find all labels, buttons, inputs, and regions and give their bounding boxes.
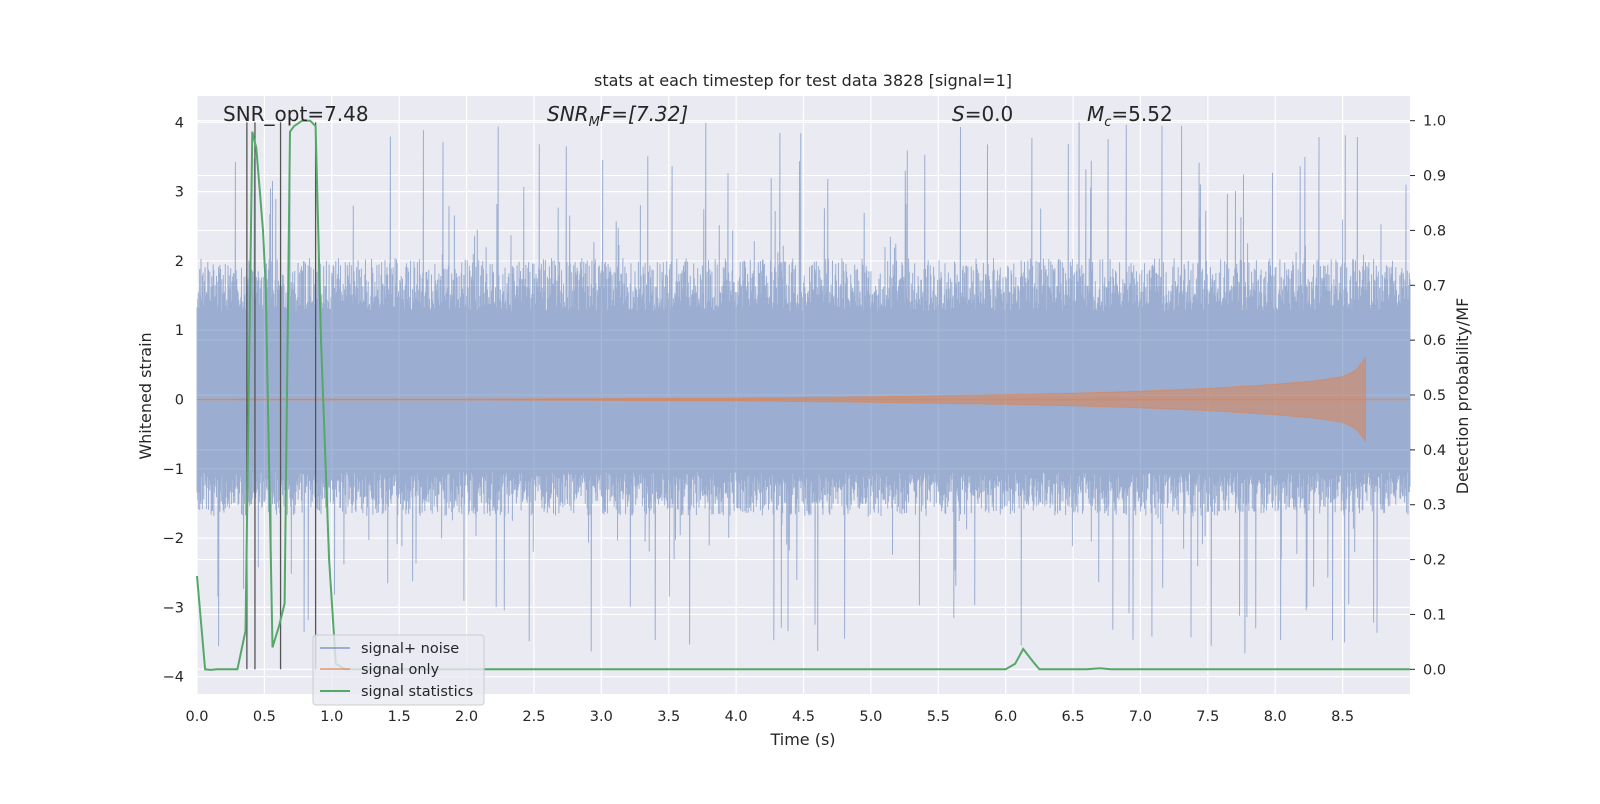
snr-opt-annotation: SNR_opt=7.48 bbox=[223, 102, 369, 126]
x-tick-label: 6.5 bbox=[1062, 709, 1085, 725]
x-axis-label: Time (s) bbox=[769, 730, 835, 749]
snr-mf-sub: M bbox=[589, 115, 600, 130]
y-right-tick-label: 0.7 bbox=[1423, 278, 1446, 294]
mc-var: M bbox=[1087, 102, 1104, 126]
x-tick-label: 2.0 bbox=[455, 709, 478, 725]
y-right-tick-label: 1.0 bbox=[1423, 114, 1446, 130]
chart-title: stats at each timestep for test data 382… bbox=[594, 71, 1012, 90]
y-left-tick-label: 2 bbox=[175, 254, 184, 270]
signal-noise-series bbox=[196, 122, 1411, 654]
x-tick-label: 3.5 bbox=[657, 709, 680, 725]
y-left-tick-label: 3 bbox=[175, 185, 184, 201]
x-tick-label: 3.0 bbox=[590, 709, 613, 725]
legend-label-signal: signal only bbox=[361, 662, 440, 678]
x-tick-label: 7.0 bbox=[1129, 709, 1152, 725]
s-rest: =0.0 bbox=[965, 102, 1014, 126]
snr-mf-annotation: SNRMF=[7.32] bbox=[547, 102, 688, 130]
x-tick-label: 0.5 bbox=[253, 709, 276, 725]
snr-mf-base: SNR bbox=[547, 102, 589, 126]
y-left-tick-label: −4 bbox=[163, 670, 184, 686]
y-left-tick-label: −3 bbox=[163, 600, 184, 616]
y-left-tick-label: −2 bbox=[163, 531, 184, 547]
x-tick-label: 2.5 bbox=[522, 709, 545, 725]
x-tick-label: 4.5 bbox=[792, 709, 815, 725]
x-tick-label: 8.5 bbox=[1331, 709, 1354, 725]
mc-sub: c bbox=[1104, 115, 1111, 130]
y-right-tick-label: 0.1 bbox=[1423, 607, 1446, 623]
y-right-axis-ticks: 1.0 0.9 0.8 0.7 0.6 0.5 0.4 0.3 0.2 0.1 0.0 bbox=[1410, 114, 1446, 678]
x-tick-label: 1.5 bbox=[388, 709, 411, 725]
signal-statistics-series bbox=[196, 119, 1410, 671]
y-left-axis-ticks: 4 3 2 1 0 −1 −2 −3 −4 bbox=[163, 115, 184, 685]
signal-statistics-line bbox=[196, 119, 1410, 671]
x-tick-label: 5.5 bbox=[927, 709, 950, 725]
y-right-tick-label: 0.0 bbox=[1423, 662, 1446, 678]
y-left-tick-label: −1 bbox=[163, 462, 184, 478]
s-var: S bbox=[952, 102, 965, 126]
snr-mf-rest: F=[7.32] bbox=[600, 102, 688, 126]
y-left-tick-label: 4 bbox=[175, 115, 184, 131]
y-left-tick-label: 0 bbox=[175, 393, 184, 409]
y-right-tick-label: 0.6 bbox=[1423, 333, 1446, 349]
y-right-tick-label: 0.3 bbox=[1423, 498, 1446, 514]
legend: signal+ noise signal only signal statist… bbox=[312, 634, 485, 706]
signal-noise-trace bbox=[196, 122, 1411, 654]
x-tick-label: 8.0 bbox=[1264, 709, 1287, 725]
y-left-axis-label: Whitened strain bbox=[136, 332, 155, 459]
x-tick-label: 6.0 bbox=[994, 709, 1017, 725]
y-right-tick-label: 0.4 bbox=[1423, 443, 1446, 459]
y-right-tick-label: 0.8 bbox=[1423, 223, 1446, 239]
mc-annotation: Mc=5.52 bbox=[1087, 102, 1173, 130]
x-tick-label: 1.0 bbox=[320, 709, 343, 725]
x-tick-label: 0.0 bbox=[185, 709, 208, 725]
legend-label-noise: signal+ noise bbox=[361, 641, 459, 657]
x-tick-label: 4.0 bbox=[725, 709, 748, 725]
s-annotation: S=0.0 bbox=[952, 102, 1013, 126]
mc-rest: =5.52 bbox=[1111, 102, 1172, 126]
x-tick-label: 5.0 bbox=[859, 709, 882, 725]
y-right-tick-label: 0.5 bbox=[1423, 388, 1446, 404]
signal-only-series bbox=[197, 356, 1410, 443]
x-tick-label: 7.5 bbox=[1196, 709, 1219, 725]
x-axis-ticks: 0.0 0.5 1.0 1.5 2.0 2.5 3.0 3.5 4.0 4.5 5.0 5.5 6.0 6… bbox=[185, 709, 1354, 725]
legend-box bbox=[312, 634, 485, 706]
legend-label-stats: signal statistics bbox=[361, 684, 473, 700]
y-left-tick-label: 1 bbox=[175, 323, 184, 339]
y-right-tick-label: 0.2 bbox=[1423, 553, 1446, 569]
y-right-tick-label: 0.9 bbox=[1423, 169, 1446, 185]
y-right-axis-label: Detection probability/MF bbox=[1453, 298, 1472, 495]
